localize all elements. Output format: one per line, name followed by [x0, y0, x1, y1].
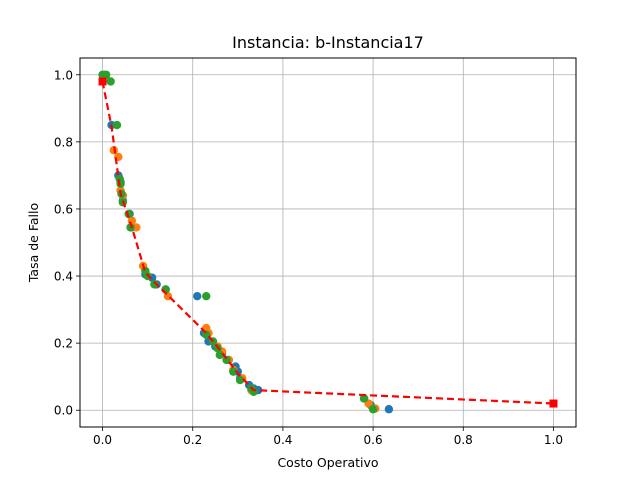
scatter-point-3: [150, 280, 159, 289]
x-tick-label: 0.0: [93, 433, 112, 447]
scatter-point-3: [112, 120, 122, 130]
ticks: 0.0 0.2 0.4 0.6 0.8 1.0 0.0 0.2 0.4 0.6 0.8 1.0: [54, 68, 563, 447]
y-tick-label: 1.0: [54, 68, 73, 82]
grid: [80, 58, 576, 427]
scatter-point-3: [359, 394, 369, 403]
x-tick-label: 1.0: [544, 433, 563, 447]
x-tick-label: 0.2: [183, 433, 202, 447]
y-tick-label: 0.4: [54, 270, 73, 284]
scatter-point-3: [116, 179, 125, 188]
pareto-endpoint-marker: [98, 77, 107, 86]
y-tick-label: 0.2: [54, 337, 73, 351]
plot-series: [98, 70, 558, 414]
y-tick-label: 0.6: [54, 202, 73, 216]
y-axis-label: Tasa de Fallo: [26, 203, 41, 283]
scatter-point-1: [193, 291, 202, 301]
scatter-point-3: [229, 367, 238, 376]
scatter-point-3: [101, 70, 111, 79]
scatter-point-1: [384, 405, 394, 414]
plot-frame: [79, 57, 577, 428]
scatter-point-3: [126, 223, 135, 232]
x-tick-label: 0.6: [364, 433, 383, 447]
pareto-front-line: [101, 81, 554, 405]
x-tick-label: 0.8: [454, 433, 473, 447]
scatter-point-3: [222, 355, 231, 365]
scatter-point-3: [202, 291, 211, 301]
x-tick-label: 0.4: [273, 433, 292, 447]
scatter-point-3: [368, 405, 378, 414]
x-axis-label: Costo Operativo: [277, 455, 378, 470]
pareto-endpoint-marker: [549, 399, 558, 408]
scatter-point-3: [215, 350, 224, 360]
scatter-point-3: [106, 77, 115, 86]
y-tick-label: 0.0: [54, 404, 73, 418]
chart-title: Instancia: b-Instancia17: [232, 33, 424, 52]
y-tick-label: 0.8: [54, 135, 73, 149]
scatter-point-2: [132, 223, 141, 232]
scatter-point-3: [235, 375, 245, 385]
